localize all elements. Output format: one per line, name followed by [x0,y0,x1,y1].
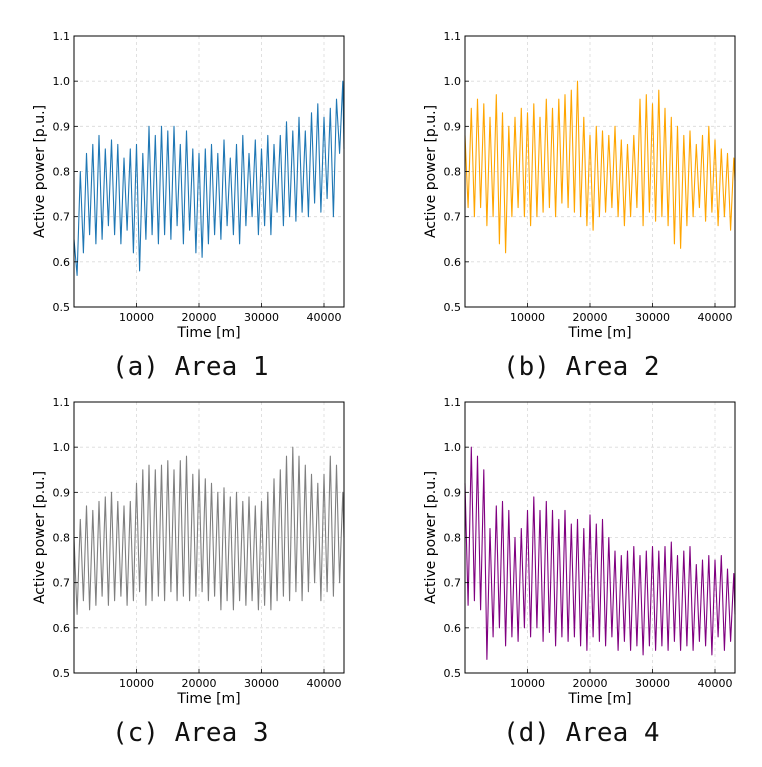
x-tick-label: 40000 [698,311,733,324]
x-tick-label: 20000 [182,677,217,690]
caption-area-1: (a) Area 1 [112,352,269,382]
y-tick-label: 0.9 [53,486,71,499]
y-tick-label: 1.1 [444,396,462,409]
y-axis-label: Active power [p.u.] [423,105,439,238]
y-axis-label: Active power [p.u.] [423,471,439,604]
x-tick-label: 20000 [573,677,608,690]
series-line [464,446,736,660]
x-tick-label: 30000 [244,677,279,690]
x-tick-label: 10000 [119,677,154,690]
x-tick-label: 40000 [307,677,342,690]
y-axis-label: Active power [p.u.] [32,105,48,238]
y-tick-label: 1.0 [444,75,462,88]
series-line [73,80,345,276]
y-tick-label: 0.7 [444,577,462,590]
panel-area-2: 10000 20000 30000 40000 0.5 0.6 0.7 0.8 0.9 1.0 1.… [391,0,762,383]
y-tick-label: 0.6 [444,622,462,635]
y-tick-label: 0.8 [53,166,71,179]
caption-area-3: (c) Area 3 [112,718,269,748]
x-tick-label: 10000 [119,311,154,324]
y-tick-label: 0.6 [53,622,71,635]
y-tick-label: 0.8 [444,532,462,545]
x-tick-label: 20000 [182,311,217,324]
chart-area-4: 10000 20000 30000 40000 0.5 0.6 0.7 0.8 0.9 1.0 1.… [423,396,736,707]
y-tick-label: 1.0 [444,441,462,454]
y-tick-label: 1.1 [53,396,71,409]
y-tick-label: 1.1 [53,30,71,43]
y-tick-label: 0.9 [53,120,71,133]
series-line [464,80,736,254]
y-tick-label: 1.0 [53,75,71,88]
caption-area-4: (d) Area 4 [503,718,660,748]
x-axis-label: Time [m] [176,325,240,341]
caption-area-2: (b) Area 2 [503,352,660,382]
x-tick-label: 20000 [573,311,608,324]
y-axis-label: Active power [p.u.] [32,471,48,604]
x-tick-label: 40000 [698,677,733,690]
x-tick-label: 30000 [635,677,670,690]
y-tick-label: 0.6 [444,256,462,269]
y-tick-label: 0.6 [53,256,71,269]
x-tick-label: 10000 [510,677,545,690]
y-tick-label: 0.8 [444,166,462,179]
y-tick-label: 0.5 [53,301,71,314]
y-tick-label: 0.5 [444,301,462,314]
panel-area-3: 10000 20000 30000 40000 0.5 0.6 0.7 0.8 0.9 1.0 1.… [0,366,381,749]
x-axis-label: Time [m] [567,691,631,707]
panel-area-4: 10000 20000 30000 40000 0.5 0.6 0.7 0.8 0.9 1.0 1.… [391,366,762,749]
y-tick-label: 0.8 [53,532,71,545]
chart-area-1: 10000 20000 30000 40000 0.5 0.6 0.7 0.8 0.9 1.0 1.… [32,30,345,341]
y-tick-label: 1.0 [53,441,71,454]
chart-area-3: 10000 20000 30000 40000 0.5 0.6 0.7 0.8 0.9 1.0 1.… [32,396,345,707]
panel-area-1: 10000 20000 30000 40000 0.5 0.6 0.7 0.8 0.9 1.0 1.… [0,0,381,383]
y-tick-label: 0.7 [444,211,462,224]
x-axis-label: Time [m] [567,325,631,341]
x-tick-label: 30000 [244,311,279,324]
y-tick-label: 0.7 [53,211,71,224]
x-tick-label: 40000 [307,311,342,324]
y-tick-label: 1.1 [444,30,462,43]
chart-area-2: 10000 20000 30000 40000 0.5 0.6 0.7 0.8 0.9 1.0 1.… [423,30,736,341]
y-tick-label: 0.9 [444,486,462,499]
y-tick-label: 0.5 [53,667,71,680]
x-axis-label: Time [m] [176,691,240,707]
series-line [73,446,345,615]
y-tick-label: 0.5 [444,667,462,680]
x-tick-label: 10000 [510,311,545,324]
y-tick-label: 0.7 [53,577,71,590]
y-tick-label: 0.9 [444,120,462,133]
x-tick-label: 30000 [635,311,670,324]
